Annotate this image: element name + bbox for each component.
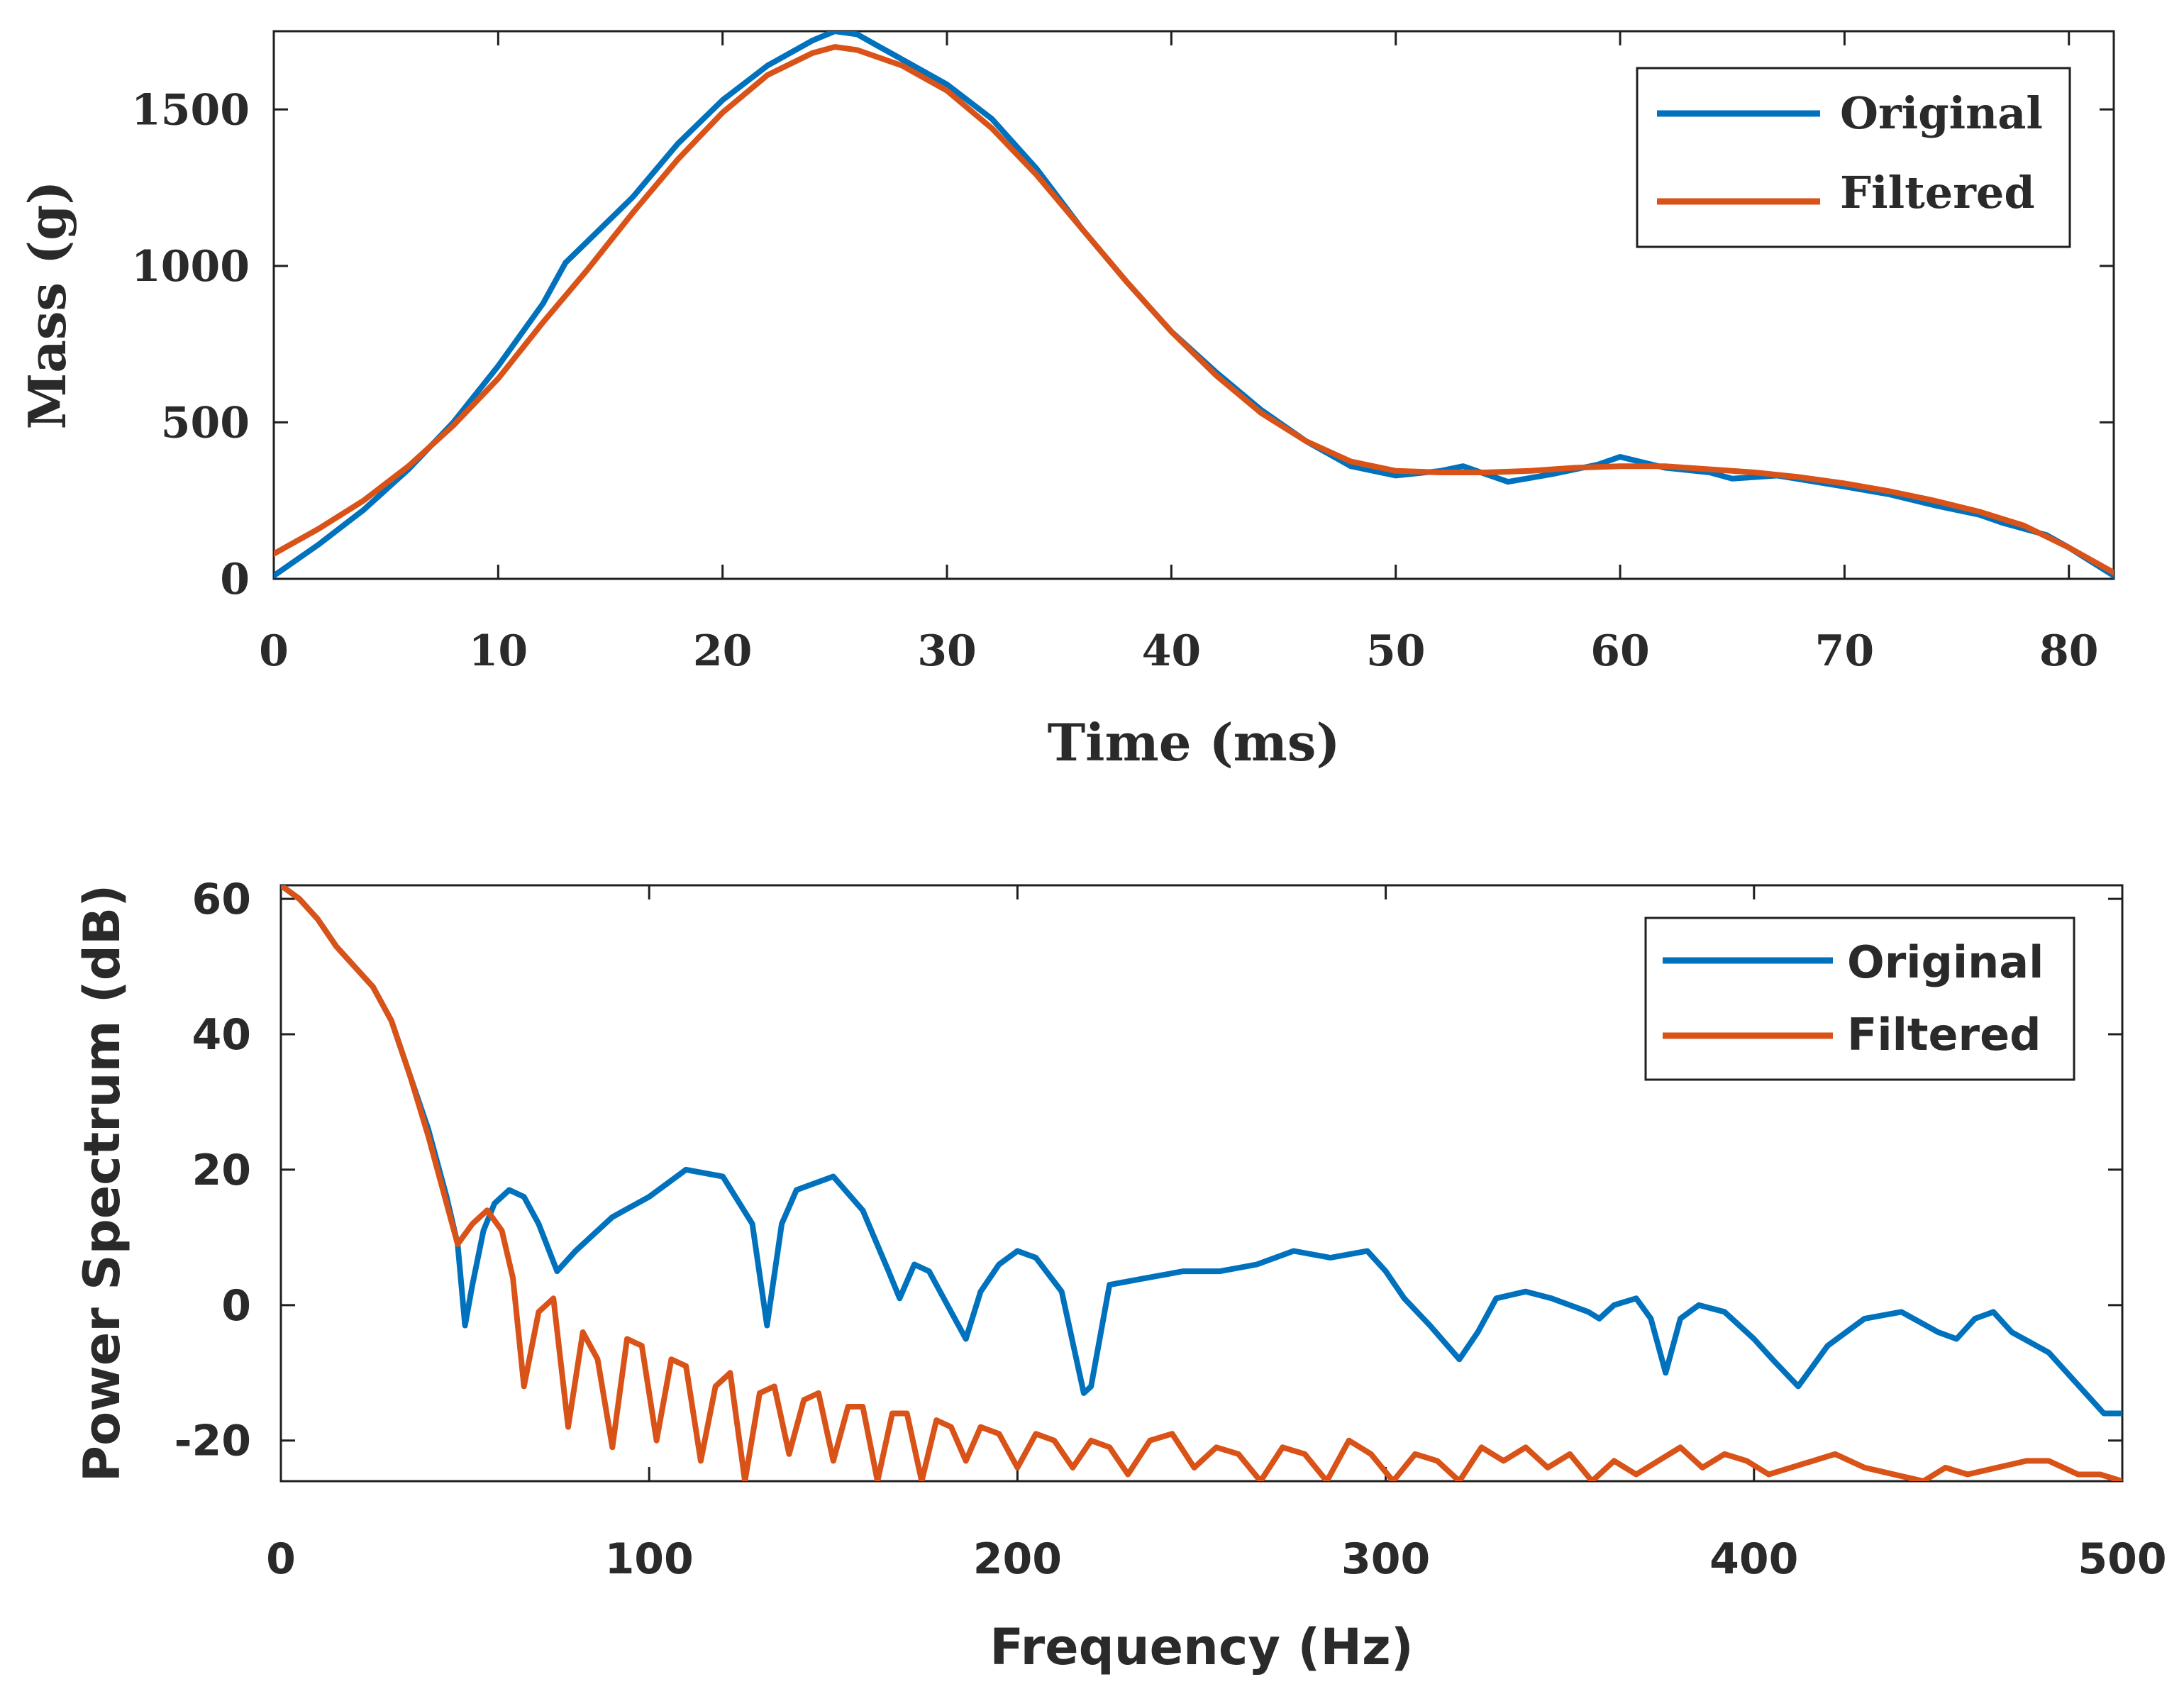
x-tick-label: 0 <box>266 1534 296 1584</box>
legend-box <box>1644 917 2075 1081</box>
legend: Original Filtered <box>1644 917 2075 1081</box>
x-tick-label: 40 <box>1142 626 1202 676</box>
series-line-filtered <box>274 44 2114 576</box>
y-tick-label: 1000 <box>131 242 250 292</box>
series-line-filtered <box>281 885 2122 1481</box>
mass-time-chart: 0 10 20 30 40 50 60 70 80 0 500 1000 150… <box>17 30 2115 772</box>
y-axis-label: Power Spectrum (dB) <box>73 885 131 1483</box>
y-tick-label: 500 <box>161 398 250 448</box>
y-tick-labels: 60 40 20 0 -20 <box>174 875 251 1466</box>
plot-area-frame <box>272 30 2115 580</box>
y-tick-label: 60 <box>192 875 252 924</box>
x-tick-label: 300 <box>1341 1534 1430 1584</box>
data-series <box>281 885 2122 1481</box>
x-tick-label: 0 <box>259 626 289 676</box>
data-series <box>274 31 2114 579</box>
x-tick-label: 100 <box>605 1534 694 1584</box>
y-tick-label: 0 <box>220 555 250 604</box>
x-tick-label: 70 <box>1815 626 1875 676</box>
x-tick-label: 50 <box>1366 626 1426 676</box>
x-tick-label: 20 <box>693 626 753 676</box>
x-tick-label: 80 <box>2039 626 2099 676</box>
legend-label-original: Original <box>1840 87 2043 139</box>
y-tick-label: 40 <box>192 1010 252 1060</box>
x-tick-labels: 0 100 200 300 400 500 <box>266 1534 2167 1584</box>
x-axis-label: Time (ms) <box>1048 712 1341 772</box>
x-tick-label: 200 <box>973 1534 1062 1584</box>
legend-label-filtered: Filtered <box>1840 167 2035 218</box>
x-tick-labels: 0 10 20 30 40 50 60 70 80 <box>259 626 2098 676</box>
x-tick-label: 500 <box>2078 1534 2166 1584</box>
x-tick-label: 400 <box>1709 1534 1798 1584</box>
legend-box <box>1636 67 2071 248</box>
axis-ticks <box>272 31 2114 580</box>
legend: Original Filtered <box>1636 67 2071 248</box>
legend-label-filtered: Filtered <box>1847 1009 2041 1061</box>
power-spectrum-chart: 0 100 200 300 400 500 60 40 20 0 -20 Fre… <box>73 875 2167 1676</box>
y-tick-label: -20 <box>174 1417 251 1466</box>
y-tick-label: 0 <box>221 1281 251 1331</box>
legend-label-original: Original <box>1847 936 2044 988</box>
plot-area-frame <box>279 884 2124 1483</box>
x-tick-label: 30 <box>917 626 977 676</box>
x-axis-label: Frequency (Hz) <box>990 1618 1413 1676</box>
y-tick-label: 1500 <box>131 85 250 135</box>
y-axis-label: Mass (g) <box>17 181 77 430</box>
y-tick-label: 20 <box>192 1146 252 1195</box>
y-tick-labels: 0 500 1000 1500 <box>131 85 250 604</box>
axis-ticks <box>279 885 2124 1481</box>
x-tick-label: 10 <box>469 626 528 676</box>
x-tick-label: 60 <box>1590 626 1650 676</box>
